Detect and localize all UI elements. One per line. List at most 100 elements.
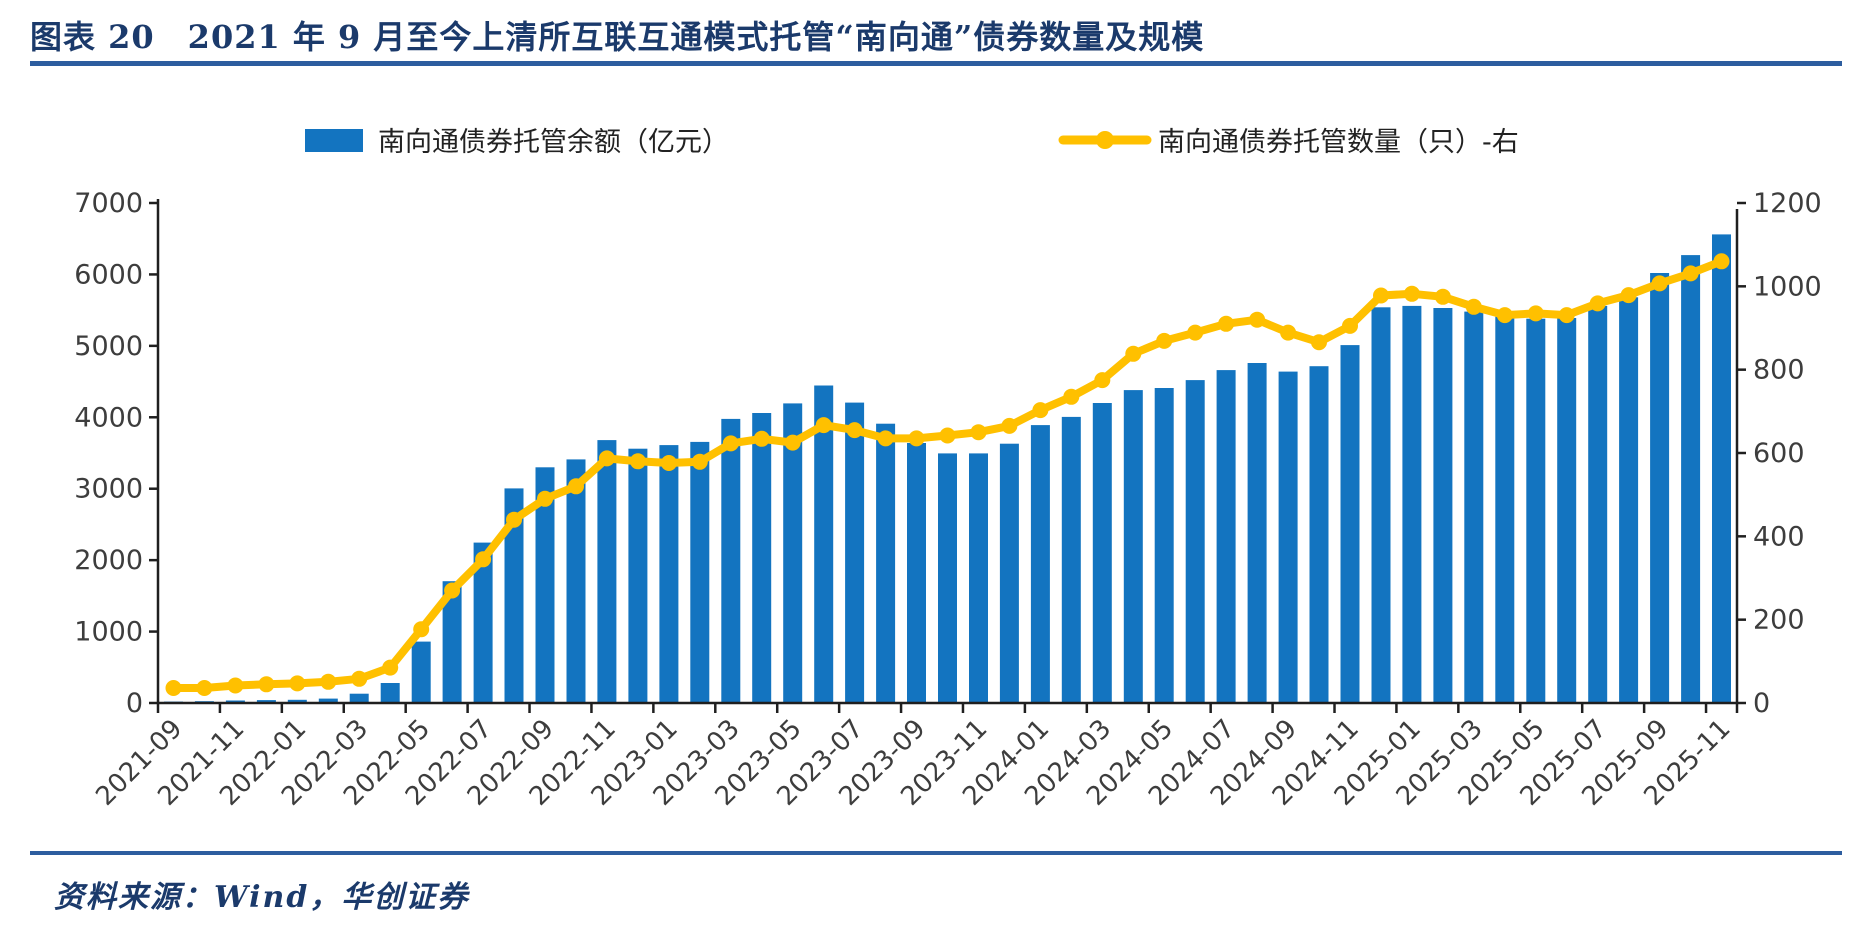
line-marker-2021-10 (196, 680, 213, 696)
line-marker-2022-02 (320, 673, 337, 690)
line-marker-2023-07 (846, 422, 863, 439)
bar-2024-08 (1247, 363, 1267, 703)
line-marker-2021-11 (227, 677, 244, 694)
line-marker-2023-08 (877, 430, 894, 447)
line-marker-2025-08 (1620, 287, 1637, 304)
bar-2022-09 (535, 467, 555, 703)
bars-series (164, 234, 1731, 703)
line-marker-2023-02 (691, 453, 708, 470)
line-marker-2024-12 (1373, 287, 1389, 304)
line-series (165, 253, 1730, 696)
bar-2023-03 (721, 418, 741, 703)
line-marker-2025-02 (1434, 288, 1451, 305)
axes (149, 199, 1746, 713)
bar-2023-07 (845, 402, 865, 703)
line-marker-2025-03 (1465, 298, 1482, 315)
bar-2025-03 (1464, 311, 1484, 703)
bar-2025-10 (1681, 255, 1701, 703)
line-marker-2024-11 (1342, 317, 1358, 334)
bar-2025-05 (1526, 318, 1546, 703)
line-marker-2023-10 (939, 427, 956, 444)
bar-2022-05 (411, 641, 431, 703)
line-marker-2025-06 (1558, 307, 1575, 324)
line-marker-2024-08 (1249, 311, 1266, 328)
combo-chart: 南向通债券托管余额（亿元） 南向通债券托管数量（只）-右 01000200030… (74, 127, 1822, 812)
line-marker-2021-09 (165, 680, 182, 696)
bar-2025-11 (1712, 234, 1731, 703)
bar-2025-09 (1650, 273, 1670, 703)
bar-2023-05 (783, 403, 803, 703)
line-marker-2022-06 (444, 582, 461, 599)
line-marker-2022-11 (598, 450, 615, 467)
line-marker-2023-04 (753, 430, 770, 447)
bar-2025-01 (1402, 305, 1422, 703)
bar-2024-02 (1061, 416, 1081, 703)
line-marker-2024-02 (1063, 388, 1080, 405)
line-marker-2021-12 (258, 676, 275, 693)
line-marker-2024-10 (1311, 334, 1327, 351)
line-marker-2025-10 (1682, 265, 1699, 282)
bar-2022-11 (597, 440, 617, 703)
ylabel-left-4000: 4000 (74, 402, 143, 433)
bar-2023-11 (969, 453, 988, 703)
ylabel-left-5000: 5000 (74, 331, 143, 362)
ylabel-right-1000: 1000 (1753, 271, 1822, 302)
ylabel-left-3000: 3000 (74, 474, 143, 505)
line-marker-2022-12 (629, 453, 646, 470)
bar-2025-04 (1495, 316, 1515, 703)
line-marker-2022-10 (568, 478, 584, 495)
ylabel-right-800: 800 (1753, 355, 1805, 386)
bar-2022-10 (566, 459, 586, 703)
line-marker-2025-04 (1496, 307, 1513, 324)
bar-2024-09 (1278, 371, 1298, 703)
line-marker-2023-05 (784, 434, 801, 451)
line-marker-2025-07 (1589, 295, 1606, 312)
bar-2025-07 (1588, 305, 1608, 703)
ylabel-right-200: 200 (1753, 605, 1805, 636)
line-marker-2023-01 (660, 455, 677, 471)
line-marker-2023-12 (1001, 417, 1018, 434)
legend-line-marker (1096, 131, 1114, 149)
footer-divider (30, 851, 1842, 855)
bar-2023-02 (690, 441, 710, 703)
line-marker-2022-09 (537, 490, 553, 507)
bar-2022-01 (287, 699, 307, 703)
bar-2023-04 (752, 413, 772, 703)
line-marker-2024-01 (1032, 402, 1049, 419)
bar-2024-01 (1030, 425, 1050, 703)
ylabel-right-400: 400 (1753, 521, 1805, 552)
line-marker-2022-08 (506, 511, 522, 528)
bar-2023-10 (938, 453, 957, 703)
bar-2023-01 (659, 445, 679, 703)
ylabel-left-7000: 7000 (74, 188, 143, 219)
line-marker-2024-03 (1094, 372, 1111, 389)
bar-2024-11 (1340, 345, 1360, 703)
line-marker-2024-06 (1187, 324, 1204, 341)
line-marker-2023-11 (970, 424, 987, 441)
ylabel-left-1000: 1000 (74, 617, 143, 648)
line-marker-2025-09 (1651, 275, 1668, 292)
bar-2022-12 (628, 448, 648, 703)
bar-2023-12 (999, 443, 1019, 703)
legend-bar-swatch (305, 129, 363, 152)
line-marker-2023-03 (722, 435, 739, 452)
bar-2024-07 (1216, 370, 1236, 703)
line-marker-2025-01 (1403, 285, 1420, 302)
source-note: 资料来源：Wind，华创证券 (54, 880, 470, 915)
bar-2024-12 (1371, 307, 1391, 703)
line-marker-2022-01 (289, 675, 306, 692)
bar-2021-12 (256, 700, 276, 703)
line-marker-2025-05 (1527, 305, 1544, 322)
bar-2024-06 (1185, 380, 1205, 703)
line-marker-2022-04 (382, 659, 399, 676)
ylabel-left-0: 0 (126, 688, 143, 719)
bar-2024-03 (1092, 403, 1112, 703)
bar-2025-02 (1433, 308, 1453, 703)
bar-2022-03 (349, 693, 369, 703)
chart-title: 图表 20 2021 年 9 月至今上清所互联互通模式托管“南向通”债券数量及规… (30, 18, 1205, 56)
bar-2022-02 (318, 698, 338, 703)
line-marker-2023-06 (815, 417, 832, 434)
legend-bar-label: 南向通债券托管余额（亿元） (378, 127, 729, 158)
legend: 南向通债券托管余额（亿元） 南向通债券托管数量（只）-右 (305, 127, 1519, 158)
